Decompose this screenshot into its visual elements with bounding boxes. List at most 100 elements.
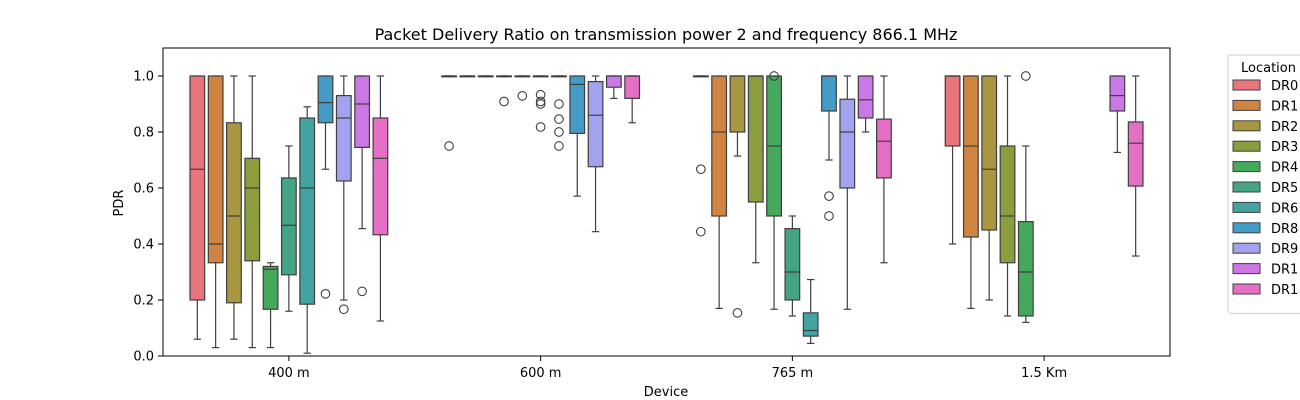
box-iqr: [839, 98, 856, 189]
box-iqr: [981, 75, 998, 231]
box-DR8-765 m: [821, 75, 837, 221]
legend-swatch: [1232, 99, 1261, 111]
box-iqr: [226, 122, 242, 304]
box-DR1-1.5 Km: [1109, 75, 1126, 154]
box-DR5-765 m: [784, 215, 801, 317]
box-iqr: [1127, 121, 1144, 187]
box-DR0-600 m: [441, 75, 458, 151]
x-tick-label: 1.5 Km: [1021, 366, 1067, 381]
box-DR0-765 m: [692, 75, 709, 237]
y-tick-label: 0.6: [133, 182, 154, 197]
box-iqr: [857, 75, 874, 119]
box-iqr: [875, 118, 892, 179]
box-DR4-1.5 Km: [1017, 71, 1034, 323]
y-tick-label: 0.0: [133, 350, 154, 365]
box-DR4-765 m: [766, 71, 782, 310]
box-iqr: [784, 228, 801, 301]
legend-entry: DR4: [1271, 161, 1298, 176]
box-DR1-400 m: [354, 75, 371, 297]
box-DR0-400 m: [189, 75, 206, 340]
legend-swatch: [1232, 263, 1261, 275]
box-iqr: [999, 145, 1016, 264]
outlier-point: [535, 122, 546, 132]
box-DR6-600 m: [551, 75, 567, 151]
outlier-point: [695, 164, 706, 175]
x-tick-label: 600 m: [520, 366, 562, 381]
box-DR1-1.5 Km: [962, 75, 979, 309]
box-DR9-400 m: [335, 75, 352, 315]
outlier-point: [695, 226, 706, 237]
legend: Location DR0 DR1 DR2 DR3 DR4 DR5 DR6 DR8 DR9 DR1 DR…: [1227, 54, 1300, 314]
box-iqr: [747, 75, 764, 203]
y-tick-label: 1.0: [133, 70, 154, 85]
box-iqr: [569, 75, 586, 135]
box-DR1-765 m: [875, 75, 892, 264]
box-DR1-600 m: [605, 75, 622, 100]
box-iqr: [624, 75, 641, 99]
box-iqr: [299, 117, 316, 305]
outlier-point: [535, 89, 546, 100]
legend-entry: DR1: [1271, 283, 1298, 298]
box-iqr: [317, 75, 334, 124]
box-DR4-400 m: [262, 262, 279, 349]
legend-entry: DR1: [1271, 263, 1298, 278]
box-DR2-600 m: [477, 75, 494, 78]
y-tick-label: 0.4: [133, 238, 154, 253]
outlier-point: [338, 304, 349, 315]
legend-entry: DR6: [1271, 201, 1298, 216]
box-iqr: [802, 312, 819, 337]
box-iqr: [1109, 75, 1126, 112]
box-iqr: [207, 75, 224, 264]
box-DR8-600 m: [569, 75, 586, 197]
outlier-point: [535, 96, 546, 107]
box-iqr: [262, 265, 279, 310]
box-iqr: [605, 75, 622, 88]
box-DR1-1.5 Km: [1127, 75, 1144, 257]
box-DR1-765 m: [711, 75, 728, 309]
box-iqr: [335, 94, 352, 182]
plot-frame: [162, 47, 1171, 357]
box-iqr: [711, 75, 728, 217]
y-tick-label: 0.2: [133, 294, 154, 309]
box-DR3-600 m: [496, 75, 512, 107]
box-DR2-400 m: [226, 75, 242, 340]
outlier-point: [1020, 71, 1031, 81]
box-iqr: [280, 177, 297, 276]
legend-swatch: [1232, 283, 1261, 295]
outlier-point: [554, 114, 564, 124]
legend-swatch: [1232, 201, 1261, 213]
box-iqr: [189, 75, 206, 301]
y-axis-label: PDR: [112, 190, 127, 217]
box-DR5-600 m: [532, 75, 549, 132]
box-DR8-400 m: [317, 75, 334, 299]
x-tick-label: 400 m: [268, 366, 310, 381]
legend-swatch: [1232, 140, 1261, 152]
outlier-point: [554, 141, 564, 151]
box-iqr: [821, 75, 837, 112]
legend-swatch: [1232, 79, 1261, 91]
box-iqr: [244, 157, 261, 262]
box-iqr: [962, 75, 979, 238]
outlier-point: [320, 288, 331, 299]
box-DR2-765 m: [729, 75, 746, 318]
legend-swatch: [1232, 120, 1261, 132]
outlier-point: [517, 91, 528, 101]
legend-title: Location: [1241, 61, 1296, 76]
legend-entry: DR3: [1271, 140, 1298, 155]
legend-swatch: [1232, 222, 1261, 234]
legend-entry: DR9: [1271, 242, 1298, 257]
box-DR9-600 m: [587, 75, 604, 233]
legend-entry: DR1: [1271, 99, 1298, 114]
outlier-point: [554, 99, 564, 109]
y-tick-label: 0.8: [133, 126, 154, 141]
box-iqr: [372, 117, 389, 236]
box-DR2-1.5 Km: [981, 75, 998, 301]
chart-title: Packet Delivery Ratio on transmission po…: [375, 25, 958, 44]
box-DR6-765 m: [802, 278, 819, 344]
box-DR5-400 m: [280, 145, 297, 312]
plot-area: [189, 71, 1144, 354]
box-DR3-400 m: [244, 75, 261, 349]
box-DR1-400 m: [207, 75, 224, 349]
box-DR9-765 m: [839, 75, 856, 310]
